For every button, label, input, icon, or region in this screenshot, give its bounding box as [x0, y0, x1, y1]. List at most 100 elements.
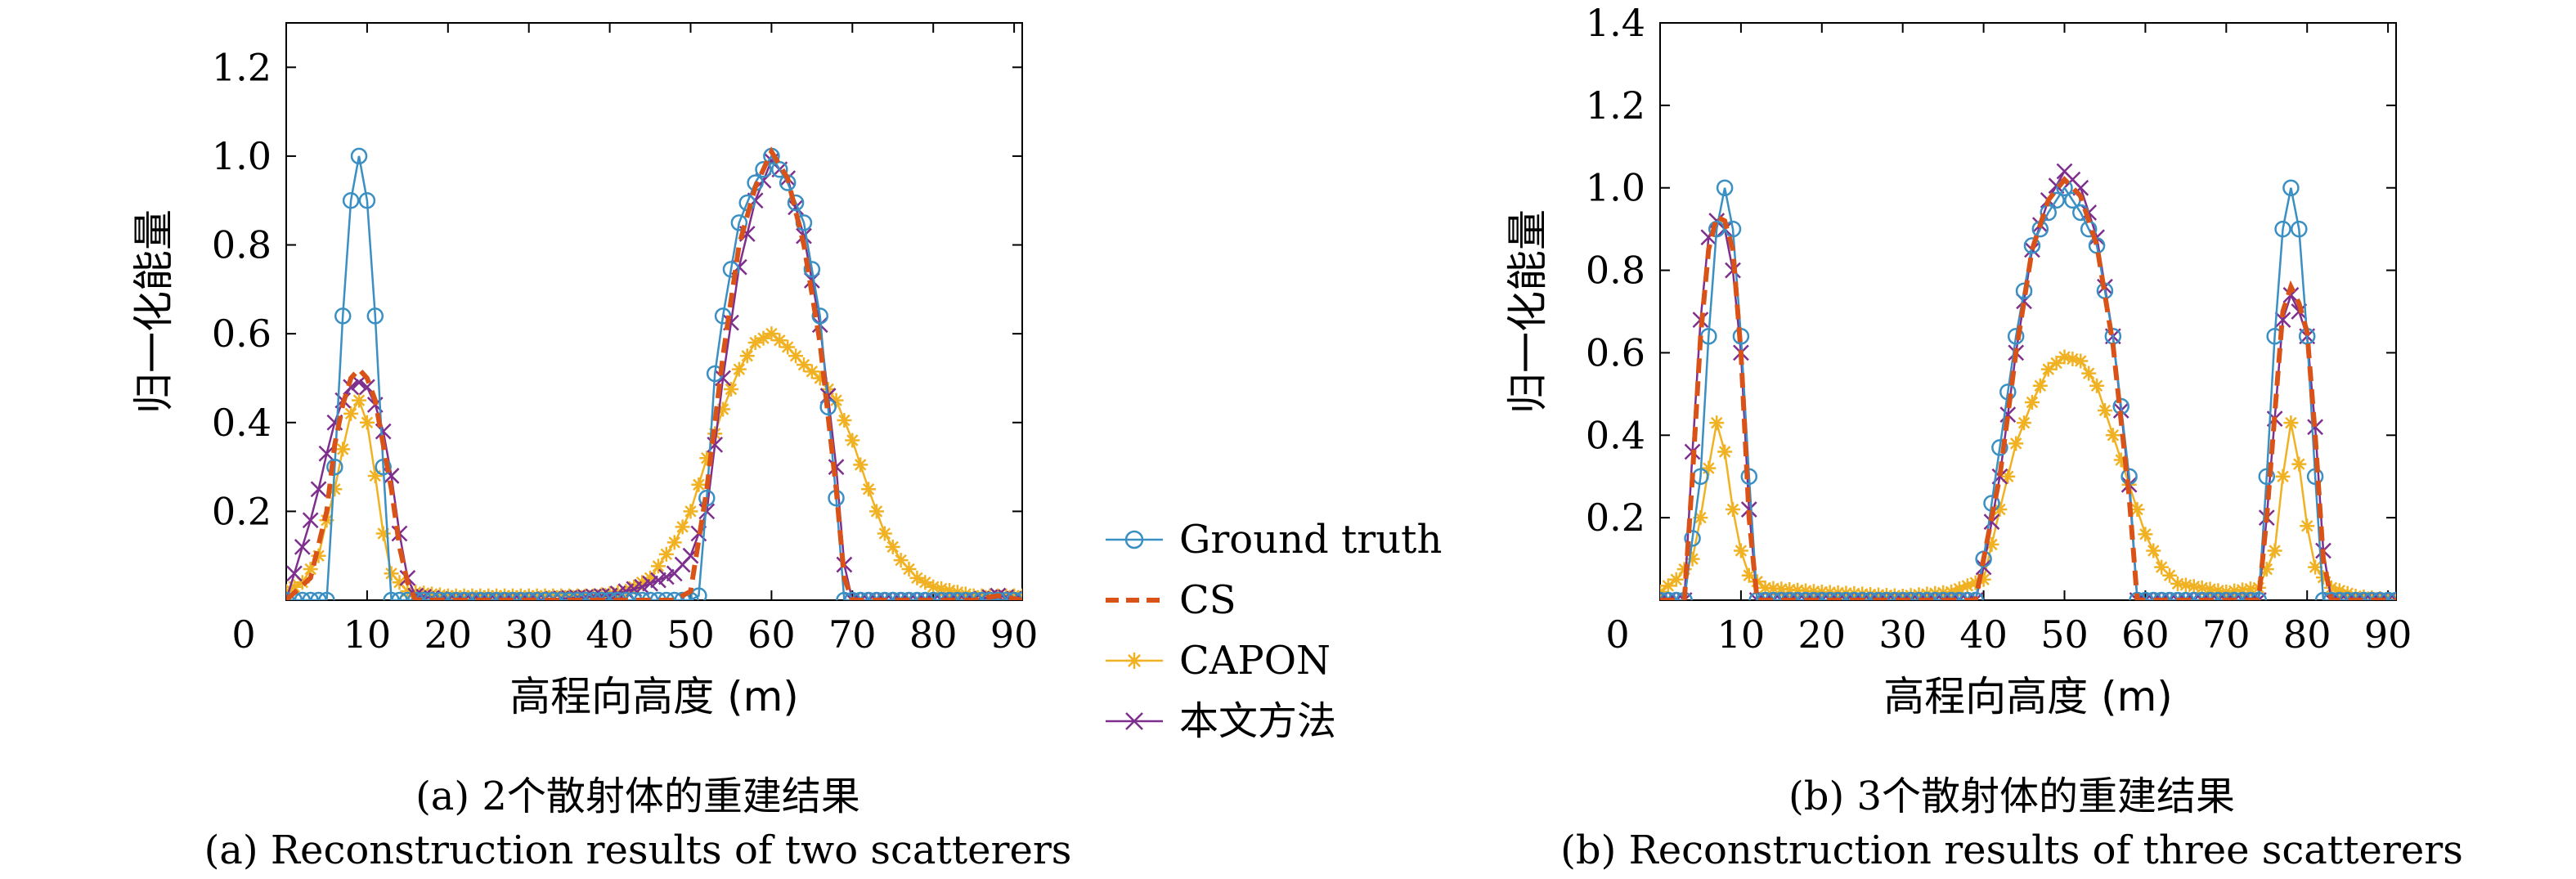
circle-marker [2225, 591, 2243, 600]
circle-marker [666, 591, 683, 600]
x-marker [634, 578, 651, 595]
star-marker [877, 526, 892, 541]
circle-marker [2379, 591, 2396, 600]
star-marker [966, 588, 981, 600]
panel-b: 0 10 20 30 40 50 60 70 80 90 0.2 0.4 0.6 0.8 1.0 1.2 1.4… [1504, 1, 2463, 873]
star-marker [343, 406, 359, 421]
x-tick-label: 70 [828, 612, 877, 657]
circle-marker [2015, 282, 2033, 300]
x-marker [1983, 513, 2000, 531]
x-tick-label: 0 [1605, 612, 1629, 657]
circle-marker [358, 191, 376, 209]
circle-marker [294, 591, 312, 600]
circle-marker [350, 147, 368, 165]
star-marker [570, 588, 586, 600]
plot-area [286, 146, 1022, 600]
circle-marker [1967, 591, 1984, 600]
star-marker [2089, 378, 2105, 393]
star-marker [562, 588, 577, 600]
star-marker [739, 348, 755, 364]
series-cs [286, 146, 1022, 600]
y-tick-label: 1.2 [1586, 83, 1645, 128]
circle-marker [990, 591, 1007, 600]
circle-marker [1886, 591, 1904, 600]
star-marker [2275, 469, 2291, 484]
star-marker [934, 581, 949, 596]
x-marker [2282, 286, 2300, 303]
star-marker [2040, 361, 2056, 377]
x-marker [302, 512, 319, 529]
circle-marker [1894, 591, 1911, 600]
star-marker [1878, 587, 1894, 600]
x-marker [415, 589, 433, 600]
star-marker [2194, 580, 2210, 595]
star-marker [1726, 502, 1741, 518]
star-marker [909, 570, 925, 585]
circle-marker [472, 591, 489, 600]
star-marker [1660, 578, 1676, 594]
x-marker [2274, 312, 2291, 328]
circle-marker [641, 591, 659, 600]
star-marker [1701, 460, 1717, 476]
y-tick-label: 1.2 [212, 45, 272, 89]
y-axis-label: 归一化能量 [1504, 209, 1551, 414]
star-marker [2356, 589, 2372, 600]
circle-marker [1773, 591, 1790, 600]
circle-marker [431, 591, 449, 600]
circle-marker [851, 591, 869, 600]
y-tick-label: 1.4 [1586, 1, 1645, 45]
star-marker [666, 535, 682, 550]
circle-marker [1927, 591, 1944, 600]
star-marker [828, 392, 844, 408]
y-tick-label: 0.4 [1586, 413, 1645, 457]
star-marker [756, 330, 771, 346]
x-tick-label: 90 [2364, 612, 2412, 657]
x-tick-label: 10 [1717, 612, 1766, 657]
x-tick-label: 80 [909, 612, 958, 657]
star-marker [545, 588, 561, 600]
star-marker [926, 579, 941, 594]
legend-entry-capon: CAPON [1106, 638, 1331, 684]
star-marker [513, 588, 528, 600]
circle-marker [2363, 591, 2381, 600]
star-marker [747, 335, 763, 351]
star-marker [764, 326, 779, 342]
star-marker [2267, 543, 2282, 558]
x-tick-label: 40 [586, 612, 634, 657]
y-tick-label: 0.6 [1586, 330, 1645, 374]
x-marker [310, 481, 327, 498]
x-axis-label: 高程向高度 (m) [509, 673, 799, 720]
star-marker [2097, 403, 2112, 419]
x-tick-label: 30 [1878, 612, 1927, 657]
star-marker [683, 504, 698, 519]
circle-marker [2169, 591, 2187, 600]
legend-entry-cs: CS [1106, 577, 1236, 623]
circle-marker [626, 591, 643, 600]
circle-marker [326, 458, 343, 476]
y-tick-label: 1.0 [1586, 166, 1645, 210]
y-tick-label: 0.8 [1586, 249, 1645, 293]
star-marker [2057, 349, 2072, 365]
series-capon [1660, 349, 2396, 600]
star-marker [1976, 572, 1991, 587]
star-marker [1959, 578, 1975, 594]
circle-marker [609, 591, 626, 600]
star-marker [1693, 510, 1708, 526]
circle-marker [1854, 591, 1871, 600]
circle-marker [391, 591, 408, 600]
circle-marker [2145, 591, 2162, 600]
star-marker [1798, 583, 1814, 599]
series-line-gt [286, 154, 1022, 600]
star-marker [1951, 581, 1967, 597]
circle-marker [1902, 591, 1919, 600]
star-marker [2049, 356, 2064, 371]
caption-zh: (a) 2个散射体的重建结果 [415, 774, 860, 819]
star-marker [918, 575, 933, 590]
y-tick-label: 0.6 [212, 312, 272, 356]
x-axis-label: 高程向高度 (m) [1883, 673, 2173, 720]
circle-marker [617, 591, 635, 600]
circle-marker [447, 591, 464, 600]
star-marker [1806, 584, 1821, 599]
star-marker [521, 588, 536, 600]
star-marker [537, 588, 553, 600]
